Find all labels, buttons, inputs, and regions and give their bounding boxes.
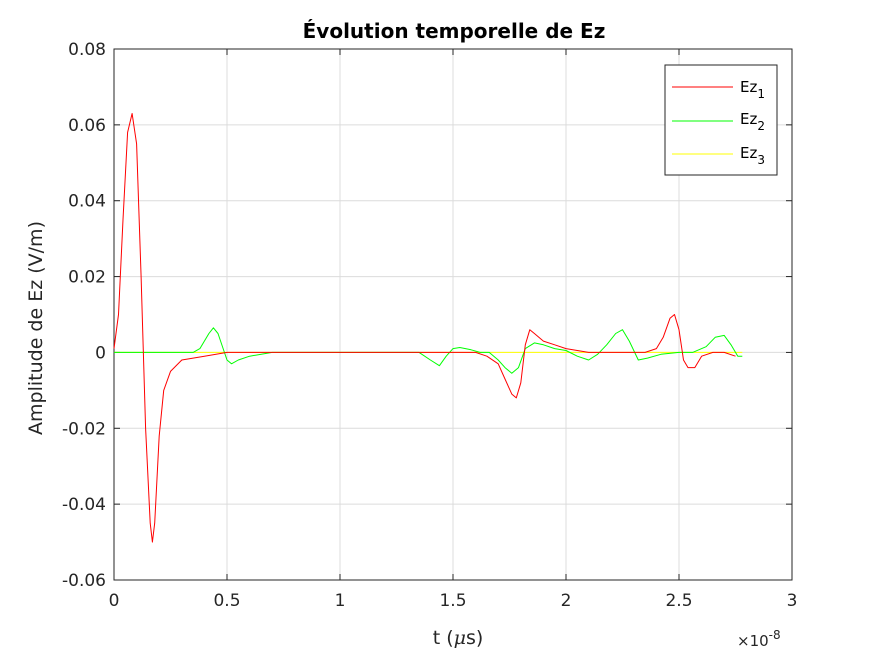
legend-label-1: Ez1 — [740, 78, 765, 101]
x-tick-label: 1 — [335, 591, 346, 611]
legend-item-3: Ez3 — [672, 144, 765, 167]
y-tick-label: 0.08 — [68, 40, 106, 60]
x-axis-exponent: ×10-8 — [737, 628, 781, 650]
x-axis-label-prefix: t ( — [433, 627, 454, 649]
x-axis-label-mu: μ — [454, 627, 466, 649]
x-tick-label: 0 — [109, 591, 120, 611]
legend-box — [664, 64, 778, 176]
series-lines — [113, 113, 743, 543]
y-tick-label: 0.06 — [68, 116, 106, 136]
chart-title: Évolution temporelle de Ez — [303, 19, 606, 43]
legend-label-3-name: Ez — [740, 144, 757, 162]
series-line-ez1 — [113, 113, 736, 543]
legend-item-1: Ez1 — [672, 78, 765, 101]
x-tick-label: 1.5 — [439, 591, 466, 611]
legend-label-1-name: Ez — [740, 78, 757, 96]
x-exponent-power: -8 — [769, 628, 781, 642]
grid-lines — [114, 49, 792, 580]
y-tick-label: 0 — [95, 343, 106, 363]
x-tick-label: 3 — [787, 591, 798, 611]
series-line-ez2 — [114, 327, 743, 374]
axis-ticks: 0 0.5 1 1.5 2 2.5 3 -0.06 -0.04 -0.02 0 0.02 0.04 0.0… — [62, 40, 797, 611]
legend: Ez1 Ez2 Ez3 — [664, 64, 778, 176]
x-tick-label: 0.5 — [213, 591, 240, 611]
legend-item-2: Ez2 — [672, 110, 765, 133]
x-exponent-base: ×10 — [737, 632, 769, 650]
y-tick-label: 0.04 — [68, 192, 106, 212]
y-axis-label: Amplitude de Ez (V/m) — [25, 221, 47, 435]
y-tick-label: -0.04 — [62, 495, 106, 515]
x-axis-label: t (μs) — [433, 627, 484, 649]
x-axis-label-suffix: s) — [466, 627, 483, 649]
legend-label-3-sub: 3 — [757, 153, 765, 167]
y-tick-label: -0.06 — [62, 571, 106, 591]
legend-label-2: Ez2 — [740, 110, 765, 133]
y-tick-label: -0.02 — [62, 419, 106, 439]
legend-label-1-sub: 1 — [757, 87, 765, 101]
x-tick-label: 2.5 — [665, 591, 692, 611]
legend-label-2-sub: 2 — [757, 119, 765, 133]
legend-label-3: Ez3 — [740, 144, 765, 167]
legend-label-2-name: Ez — [740, 110, 757, 128]
x-tick-label: 2 — [561, 591, 572, 611]
y-tick-label: 0.02 — [68, 268, 106, 288]
